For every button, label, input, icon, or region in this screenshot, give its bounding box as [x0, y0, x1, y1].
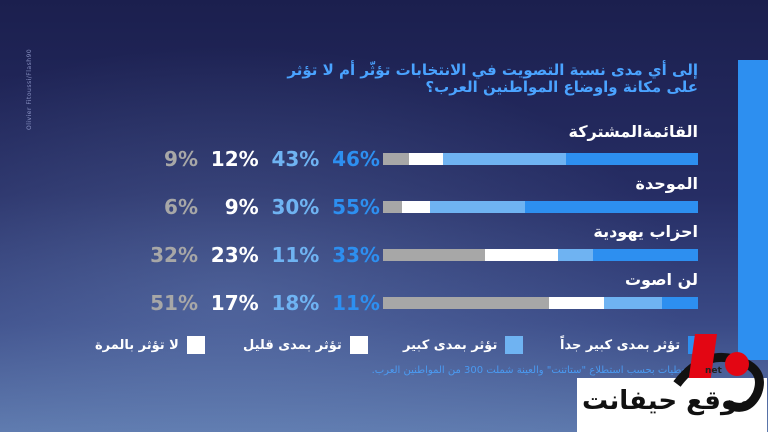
legend-item-not-at-all: لا تؤثر بالمرة [95, 336, 205, 354]
bar-segment [524, 201, 698, 213]
accent-bar [738, 60, 768, 360]
category-label: الموحدة [635, 174, 698, 193]
value-label: 32% [150, 243, 198, 267]
bar-segment [383, 153, 409, 165]
bar-segment [548, 297, 604, 309]
legend-swatch [349, 336, 368, 354]
bar-segment [383, 297, 549, 309]
value-label: 30% [271, 195, 320, 219]
row-values: 6% 9% 30% 55% [140, 195, 380, 219]
category-label: لن اصوت [624, 270, 698, 289]
value-label: 46% [332, 147, 380, 171]
legend-swatch [505, 336, 524, 354]
bar-segment [383, 249, 485, 261]
row-values: 32% 23% 11% 33% [140, 243, 380, 267]
stacked-bar [383, 201, 698, 213]
category-label: احزاب يهودية [593, 222, 698, 241]
chart-title: إلى أي مدى نسبة التصويت في الانتخابات تؤ… [287, 61, 698, 96]
legend-label: تؤثر بمدى كبير [403, 337, 498, 353]
legend-item-much: تؤثر بمدى كبير [403, 336, 524, 354]
stacked-bar [383, 297, 698, 309]
bar-segment [566, 153, 698, 165]
value-label: 17% [210, 291, 259, 315]
value-label: 11% [271, 243, 320, 267]
haifanet-logo [577, 334, 767, 432]
value-label: 33% [332, 243, 380, 267]
photo-credit: Olivier Fitoussi/Flash90 [26, 48, 33, 130]
stacked-bar [383, 153, 698, 165]
stacked-bar [383, 249, 698, 261]
row-values: 51% 17% 18% 11% [140, 291, 380, 315]
value-label: 43% [271, 147, 320, 171]
value-label: 9% [164, 147, 198, 171]
value-label: 9% [224, 195, 259, 219]
legend-label: تؤثر بمدى كبير جداً [560, 337, 681, 353]
logo-arabic-text: موقع حيفانت [582, 386, 754, 416]
legend-swatch [186, 336, 205, 354]
legend-label: تؤثر بمدى قليل [243, 337, 342, 353]
legend-item-little: تؤثر بمدى قليل [243, 336, 368, 354]
legend-label: لا تؤثر بالمرة [95, 337, 179, 353]
row-values: 9% 12% 43% 46% [140, 147, 380, 171]
logo-net-text: net [705, 366, 722, 376]
value-label: 55% [332, 195, 380, 219]
value-label: 18% [271, 291, 320, 315]
value-label: 6% [164, 195, 198, 219]
value-label: 12% [210, 147, 259, 171]
bar-segment [408, 153, 444, 165]
value-label: 11% [332, 291, 380, 315]
bar-segment [401, 201, 431, 213]
source-note: المعطيات بحسب استطلاع "ستاتنت" والعينة ش… [371, 365, 698, 376]
category-label: القائمةالمشتركة [568, 122, 698, 141]
bar-segment [592, 249, 698, 261]
bar-segment [603, 297, 663, 309]
value-label: 51% [150, 291, 198, 315]
bar-segment [557, 249, 593, 261]
bar-segment [383, 201, 402, 213]
bar-segment [484, 249, 558, 261]
value-label: 23% [210, 243, 259, 267]
bar-segment [662, 297, 698, 309]
bar-segment [443, 153, 567, 165]
bar-segment [430, 201, 525, 213]
